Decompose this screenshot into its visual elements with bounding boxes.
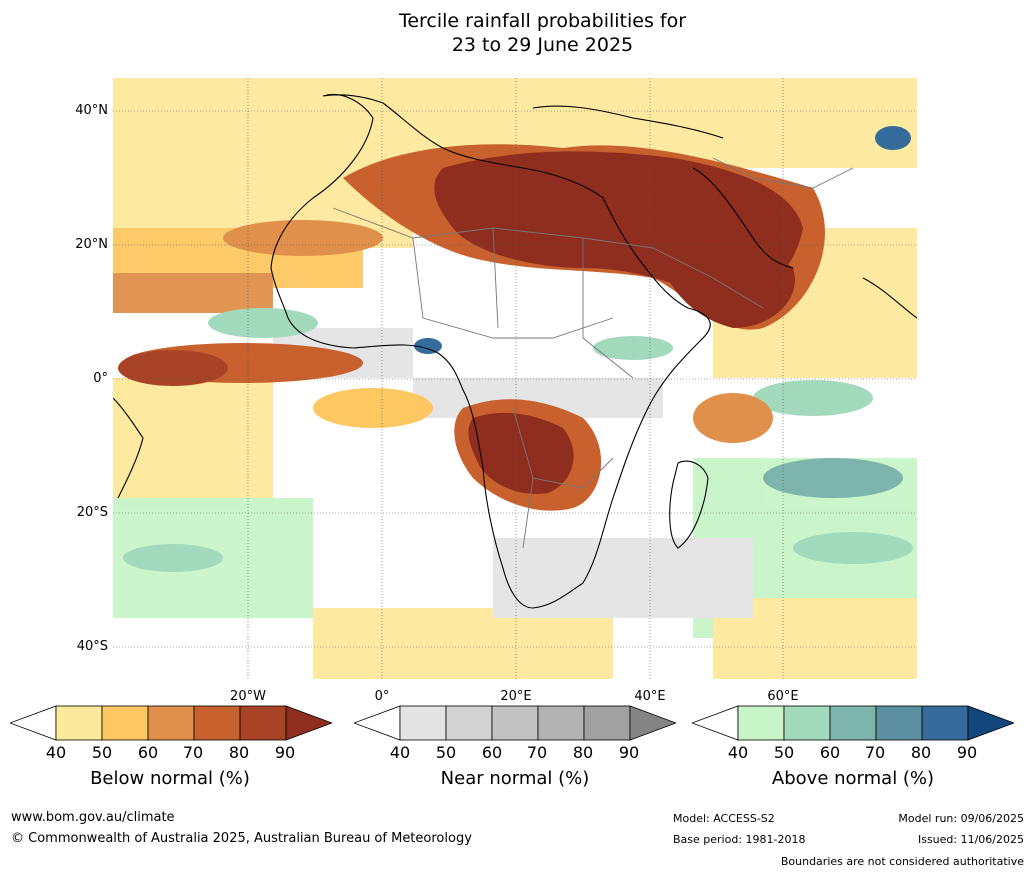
tick-label: 80 — [910, 743, 932, 762]
colorbar-segment — [491, 705, 539, 741]
tick-label: 50 — [435, 743, 457, 762]
tick-label: 90 — [956, 743, 978, 762]
colorbar-segment — [875, 705, 923, 741]
title-line-1: Tercile rainfall probabilities for — [398, 10, 687, 32]
graticule — [113, 78, 917, 679]
map-title: Tercile rainfall probabilities for 23 to… — [0, 9, 1035, 57]
tick-label: 60 — [137, 743, 159, 762]
tick-label: 50 — [773, 743, 795, 762]
colorbar-title-above: Above normal (%) — [771, 768, 935, 789]
tick-label: 80 — [572, 743, 594, 762]
colorbar-segment — [55, 705, 103, 741]
colorbar-segment — [239, 705, 287, 741]
below-normal-patches — [118, 144, 825, 511]
colorbar-segment — [737, 705, 785, 741]
colorbar-extend-high — [967, 705, 1014, 741]
map-svg — [113, 78, 917, 679]
tick-label: 50 — [91, 743, 113, 762]
colorbar-extend-high — [629, 705, 676, 741]
lon-label-60e: 60°E — [767, 689, 799, 704]
colorbar-segment — [829, 705, 877, 741]
boundaries-disclaimer: Boundaries are not considered authoritat… — [780, 855, 1024, 868]
lat-label-20n: 20°N — [75, 237, 108, 252]
lat-label-20s: 20°S — [76, 505, 108, 520]
title-line-2: 23 to 29 June 2025 — [451, 34, 634, 56]
colorbar-below-normal — [10, 705, 332, 741]
colorbar-extend-low — [692, 705, 739, 741]
tick-label: 80 — [228, 743, 250, 762]
colorbar-extend-high — [285, 705, 332, 741]
lat-label-40n: 40°N — [75, 103, 108, 118]
tick-label: 70 — [182, 743, 204, 762]
colorbar-segment — [101, 705, 149, 741]
colorbar-segment — [921, 705, 969, 741]
colorbar-extend-low — [10, 705, 57, 741]
colorbar-segment — [193, 705, 241, 741]
tick-label: 70 — [864, 743, 886, 762]
colorbar-segment — [399, 705, 447, 741]
colorbar-segment — [147, 705, 195, 741]
lon-label-20w: 20°W — [230, 689, 266, 704]
model-run-date: Model run: 09/06/2025 — [898, 812, 1024, 825]
tick-label: 70 — [526, 743, 548, 762]
lon-label-40e: 40°E — [634, 689, 666, 704]
base-period: Base period: 1981-2018 — [673, 833, 806, 846]
issued-date: Issued: 11/06/2025 — [917, 833, 1024, 846]
coastlines — [113, 94, 917, 609]
lon-label-20e: 20°E — [500, 689, 532, 704]
tick-label: 90 — [274, 743, 296, 762]
lat-label-40s: 40°S — [76, 639, 108, 654]
colorbar-segment — [537, 705, 585, 741]
colorbar-extend-low — [354, 705, 401, 741]
lat-label-equator: 0° — [93, 371, 108, 386]
probability-map[interactable] — [113, 78, 917, 679]
tick-label: 60 — [481, 743, 503, 762]
website-link[interactable]: www.bom.gov.au/climate — [11, 810, 175, 825]
tick-label: 60 — [819, 743, 841, 762]
tick-label: 40 — [727, 743, 749, 762]
tick-label: 40 — [389, 743, 411, 762]
colorbar-near-normal — [354, 705, 676, 741]
country-borders — [332, 157, 854, 549]
lon-label-0: 0° — [374, 689, 390, 704]
copyright-text: © Commonwealth of Australia 2025, Austra… — [11, 831, 472, 846]
tick-label: 90 — [618, 743, 640, 762]
colorbar-title-near: Near normal (%) — [440, 768, 590, 789]
colorbar-segment — [583, 705, 631, 741]
colorbar-segment — [783, 705, 831, 741]
colorbar-title-below: Below normal (%) — [90, 768, 250, 789]
tick-label: 40 — [45, 743, 67, 762]
above-normal-patches — [123, 126, 913, 572]
colorbar-segment — [445, 705, 493, 741]
colorbar-above-normal — [692, 705, 1014, 741]
model-name: Model: ACCESS-S2 — [673, 812, 775, 825]
